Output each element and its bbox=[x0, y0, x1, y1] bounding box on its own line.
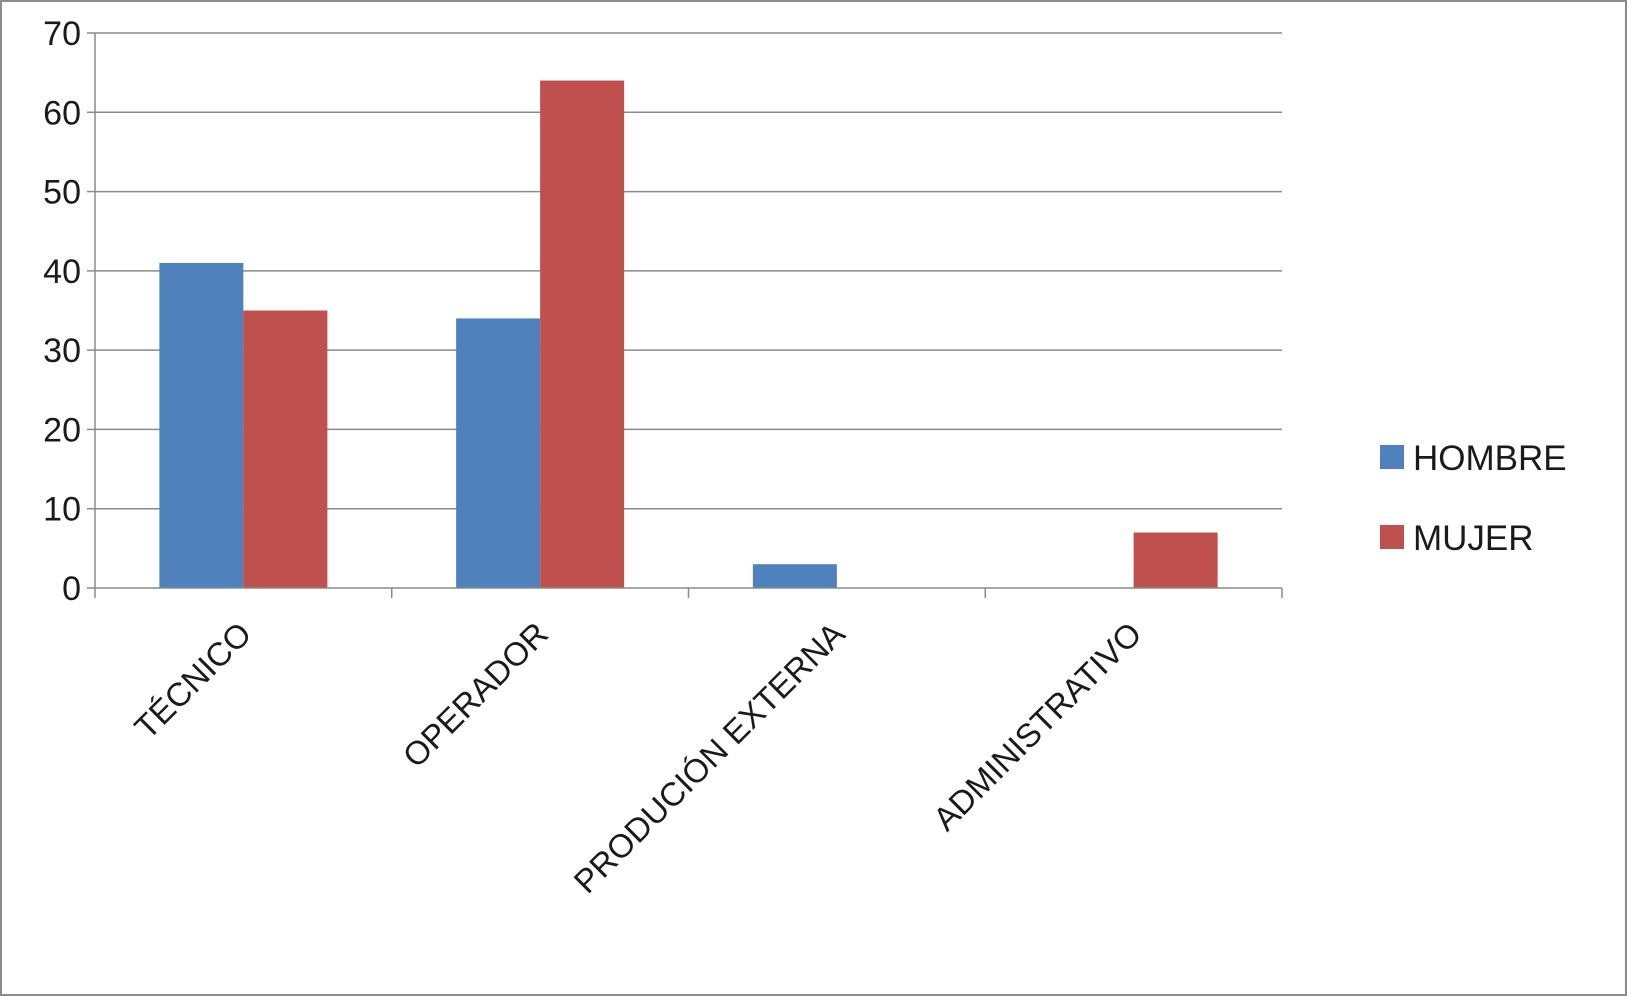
bar-hombre-0 bbox=[159, 262, 244, 588]
y-tick-label: 70 bbox=[43, 15, 81, 53]
legend-label-hombre: HOMBRE bbox=[1413, 439, 1567, 478]
x-category-label: OPERADOR bbox=[395, 615, 555, 775]
y-tick-labels: 0 10 20 30 40 50 60 70 bbox=[43, 15, 81, 608]
y-tick-label: 40 bbox=[43, 253, 81, 291]
bar-hombre-2 bbox=[752, 564, 837, 588]
y-tick-label: 0 bbox=[62, 570, 81, 608]
x-category-label: PRODUCIÓN EXTERNA bbox=[566, 615, 851, 900]
y-tick-label: 10 bbox=[43, 491, 81, 529]
x-category-label: ADMINISTRATIVO bbox=[926, 615, 1149, 838]
legend-swatch-mujer bbox=[1380, 525, 1404, 549]
x-category-label: TÉCNICO bbox=[127, 615, 258, 746]
y-tick-label: 50 bbox=[43, 174, 81, 212]
legend-swatch-hombre bbox=[1380, 445, 1404, 469]
y-tick-label: 60 bbox=[43, 94, 81, 132]
axes bbox=[87, 32, 1283, 598]
y-tick-label: 20 bbox=[43, 411, 81, 449]
y-tick-label: 30 bbox=[43, 332, 81, 370]
bar-mujer-1 bbox=[540, 80, 625, 589]
bars bbox=[159, 80, 1218, 589]
legend: HOMBRE MUJER bbox=[1380, 439, 1567, 558]
bar-hombre-1 bbox=[456, 318, 541, 588]
legend-label-mujer: MUJER bbox=[1413, 519, 1534, 558]
bar-mujer-3 bbox=[1133, 532, 1218, 588]
bar-mujer-0 bbox=[243, 310, 328, 588]
x-category-labels: TÉCNICO OPERADOR PRODUCIÓN EXTERNA ADMINIST… bbox=[127, 615, 1148, 900]
